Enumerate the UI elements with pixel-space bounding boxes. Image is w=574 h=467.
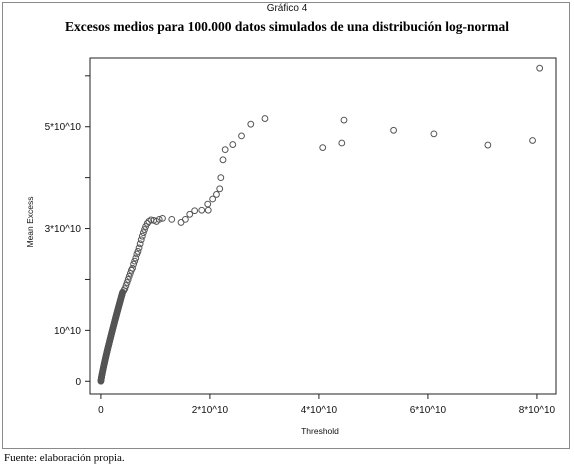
data-point [125,273,133,280]
data-point [119,288,127,296]
data-point [209,195,217,203]
data-point [221,146,229,154]
data-point [204,206,212,214]
data-point [155,215,163,223]
data-point [121,285,129,293]
data-point [123,279,131,286]
data-point [261,115,269,122]
data-point [191,207,199,215]
source-note: Fuente: elaboración propia. [4,452,125,464]
data-point [143,220,151,227]
y-tick-label: 0 [75,377,81,388]
data-point [238,132,245,140]
x-axis-label: Threshold [301,426,339,436]
data-point [137,236,145,244]
data-point [247,120,255,128]
x-tick-label: 0 [98,405,104,416]
data-point [217,174,225,182]
chart-title: Excesos medios para 100.000 datos simula… [64,19,510,34]
chart-frame [2,2,570,449]
y-tick-label: 3*10^10 [45,224,82,235]
data-point [141,226,148,233]
data-point [484,141,492,149]
data-point [229,141,237,148]
data-point [536,64,544,72]
data-point [136,240,144,248]
data-point [204,200,212,208]
y-axis-label: Mean Excess [25,196,35,247]
data-point [159,214,166,222]
data-point [181,215,189,223]
data-point [124,276,132,283]
data-point [340,116,348,124]
data-point [213,191,220,198]
data-point [134,248,142,255]
figure-number: Gráfico 4 [266,3,308,14]
data-point [140,229,147,237]
data-point [198,206,206,214]
data-point [216,185,224,193]
data-point [338,139,346,147]
data-point [138,232,146,240]
data-point [168,215,176,223]
data-point [529,137,536,144]
plot-area [89,57,557,395]
y-tick-label: 5*10^10 [45,122,82,133]
data-point [319,144,327,152]
y-tick-label: 10^10 [54,326,81,337]
data-point [132,254,140,262]
x-tick-label: 4*10^10 [301,405,338,416]
x-tick-label: 2*10^10 [192,405,229,416]
data-point [219,156,227,164]
data-point [430,130,438,138]
data-point [130,260,138,268]
data-point [122,282,130,289]
data-point [390,126,397,134]
data-point [135,244,143,252]
data-point [129,264,136,272]
x-tick-label: 8*10^10 [519,405,556,416]
x-tick-label: 6*10^10 [410,405,447,416]
data-point [131,257,139,265]
data-point [186,210,194,218]
